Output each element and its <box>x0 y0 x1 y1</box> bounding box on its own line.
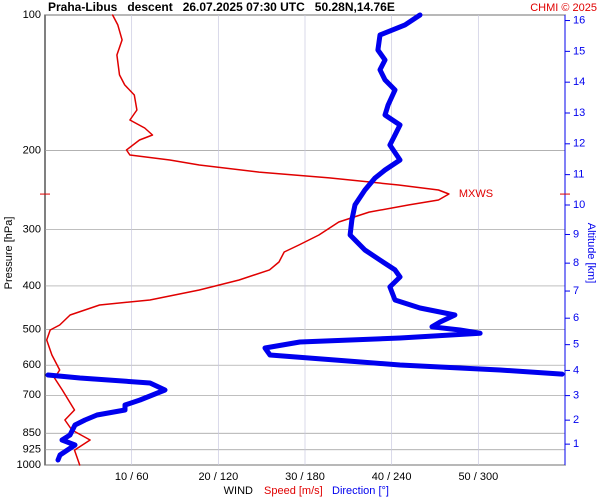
y-tick-label: 1000 <box>17 459 41 471</box>
y2-tick-label: 13 <box>573 107 585 119</box>
mxws-label: MXWS <box>459 188 493 200</box>
y2-tick-label: 12 <box>573 138 585 150</box>
y2-tick-label: 2 <box>573 414 579 426</box>
legend-entry: Direction [°] <box>332 485 389 497</box>
legend-entry: Speed [m/s] <box>264 485 323 497</box>
y2-tick-label: 10 <box>573 199 585 211</box>
y-tick-label: 100 <box>23 9 41 21</box>
y2-tick-label: 3 <box>573 390 579 402</box>
y2-tick-label: 11 <box>573 169 584 181</box>
y-tick-label: 500 <box>23 323 41 335</box>
direction-line <box>45 12 565 463</box>
x-tick-label: 20 / 120 <box>198 471 238 483</box>
x-tick-label: 10 / 60 <box>115 471 149 483</box>
y2-tick-label: 8 <box>573 257 579 269</box>
y2-tick-label: 14 <box>573 76 585 88</box>
chart-title: Praha-Libus descent 26.07.2025 07:30 UTC… <box>48 0 395 14</box>
y-tick-label: 200 <box>23 144 41 156</box>
x-tick-label: 30 / 180 <box>285 471 325 483</box>
x-tick-label: 40 / 240 <box>372 471 412 483</box>
y2-tick-label: 1 <box>573 438 579 450</box>
y-axis-label: Pressure [hPa] <box>3 217 15 290</box>
y2-tick-label: 7 <box>573 285 579 297</box>
y-tick-label: 300 <box>23 224 41 236</box>
y2-tick-label: 4 <box>573 364 579 376</box>
y-tick-label: 700 <box>23 389 41 401</box>
y-tick-label: 850 <box>23 427 41 439</box>
x-axis-label: WIND <box>224 485 253 497</box>
y-tick-label: 925 <box>23 444 41 456</box>
y-tick-label: 400 <box>23 280 41 292</box>
y2-tick-label: 5 <box>573 339 579 351</box>
y2-axis-label: Altitude [km] <box>585 223 597 284</box>
credit: CHMI © 2025 <box>530 2 597 14</box>
y2-tick-label: 6 <box>573 312 579 324</box>
y2-tick-label: 15 <box>573 45 585 57</box>
y2-tick-label: 9 <box>573 228 579 240</box>
x-tick-label: 50 / 300 <box>458 471 498 483</box>
y2-tick-label: 16 <box>573 14 585 26</box>
y-tick-label: 600 <box>23 359 41 371</box>
